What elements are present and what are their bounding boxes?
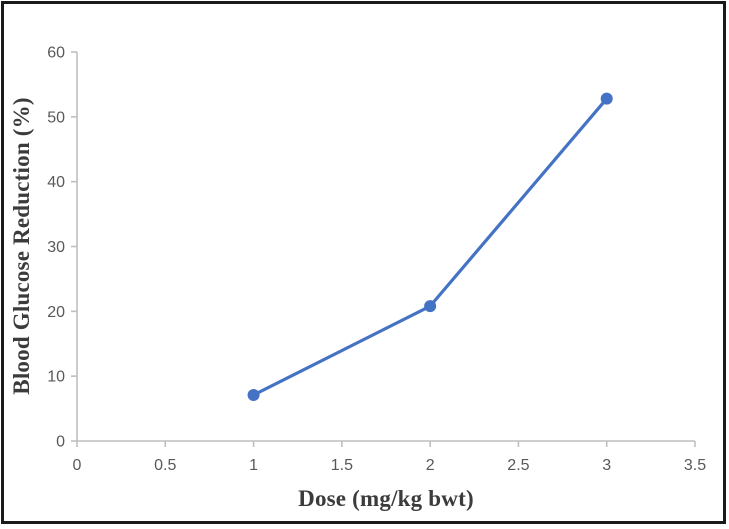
data-point-marker (424, 300, 437, 313)
y-tick-label: 30 (47, 239, 65, 256)
x-axis-title: Dose (mg/kg bwt) (298, 486, 474, 511)
x-tick-label: 2 (426, 457, 435, 474)
y-tick-label: 40 (47, 174, 65, 191)
y-tick-label: 10 (47, 369, 65, 386)
axis-lines (76, 52, 695, 442)
x-tick-label: 0 (73, 457, 82, 474)
data-point-marker (600, 92, 613, 105)
y-tick-label: 60 (47, 45, 65, 62)
y-axis-title: Blood Glucose Reduction (%) (9, 97, 34, 395)
x-tick-label: 3.5 (684, 457, 706, 474)
x-tick-label: 1 (249, 457, 258, 474)
y-tick-label: 50 (47, 109, 65, 126)
data-series-layer (247, 92, 613, 401)
y-tick-label: 20 (47, 304, 65, 321)
x-tick-label: 1.5 (331, 457, 353, 474)
axes-layer: 0 10 20 30 40 50 60 0 0.5 1 1.5 2 2.5 3 3.5 (47, 45, 706, 475)
data-line (251, 97, 609, 397)
x-tick-label: 3 (602, 457, 611, 474)
x-tick-label: 2.5 (507, 457, 529, 474)
data-point-marker (247, 388, 260, 401)
y-tick-label: 0 (56, 434, 65, 451)
x-tick-label: 0.5 (154, 457, 176, 474)
